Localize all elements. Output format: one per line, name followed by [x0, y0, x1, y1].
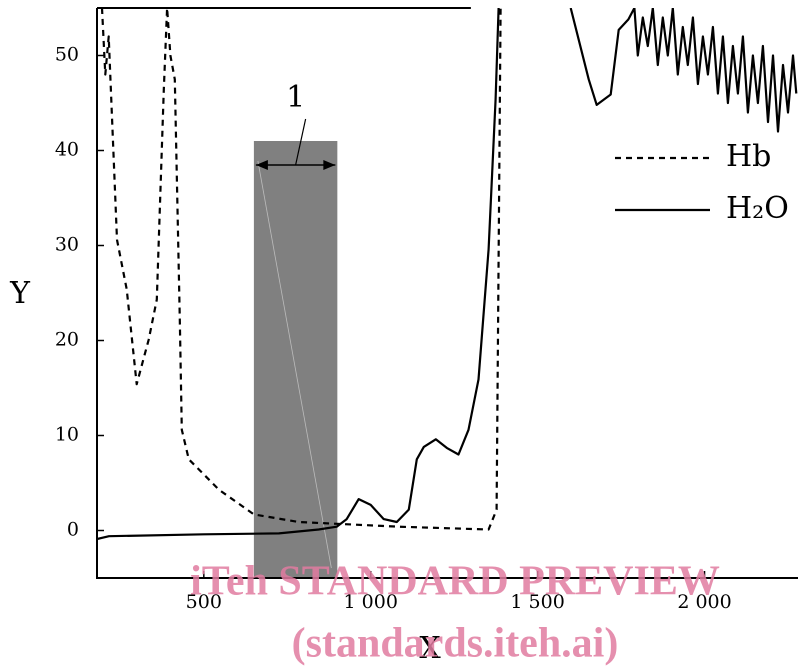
watermark: iTeh STANDARD PREVIEW: [190, 559, 720, 605]
y-tick-label: 30: [55, 234, 79, 256]
x-tick-label: 1 000: [344, 591, 398, 613]
band-diagonal: [257, 160, 332, 569]
background-layer: [253, 141, 338, 578]
legend-label: H₂O: [726, 191, 789, 226]
x-tick-label: 500: [186, 591, 222, 613]
x-tick-label: 1 500: [510, 591, 564, 613]
leader-line: [295, 118, 307, 166]
x-tick-label: 2 000: [677, 591, 731, 613]
y-tick-label: 0: [67, 519, 79, 541]
series-line: [100, 8, 502, 531]
legend-label: Hb: [726, 139, 771, 174]
annotation-label: 1: [286, 80, 305, 115]
y-axis-label: Y: [9, 276, 31, 311]
series-line: [97, 8, 798, 541]
watermark: (standards.iteh.ai): [292, 621, 619, 667]
x-axis-label: X: [419, 631, 441, 666]
y-tick-label: 40: [55, 139, 79, 161]
y-tick-label: 10: [55, 424, 79, 446]
axes: [96, 7, 798, 579]
y-tick-label: 50: [55, 44, 79, 66]
y-tick-label: 20: [55, 329, 79, 351]
